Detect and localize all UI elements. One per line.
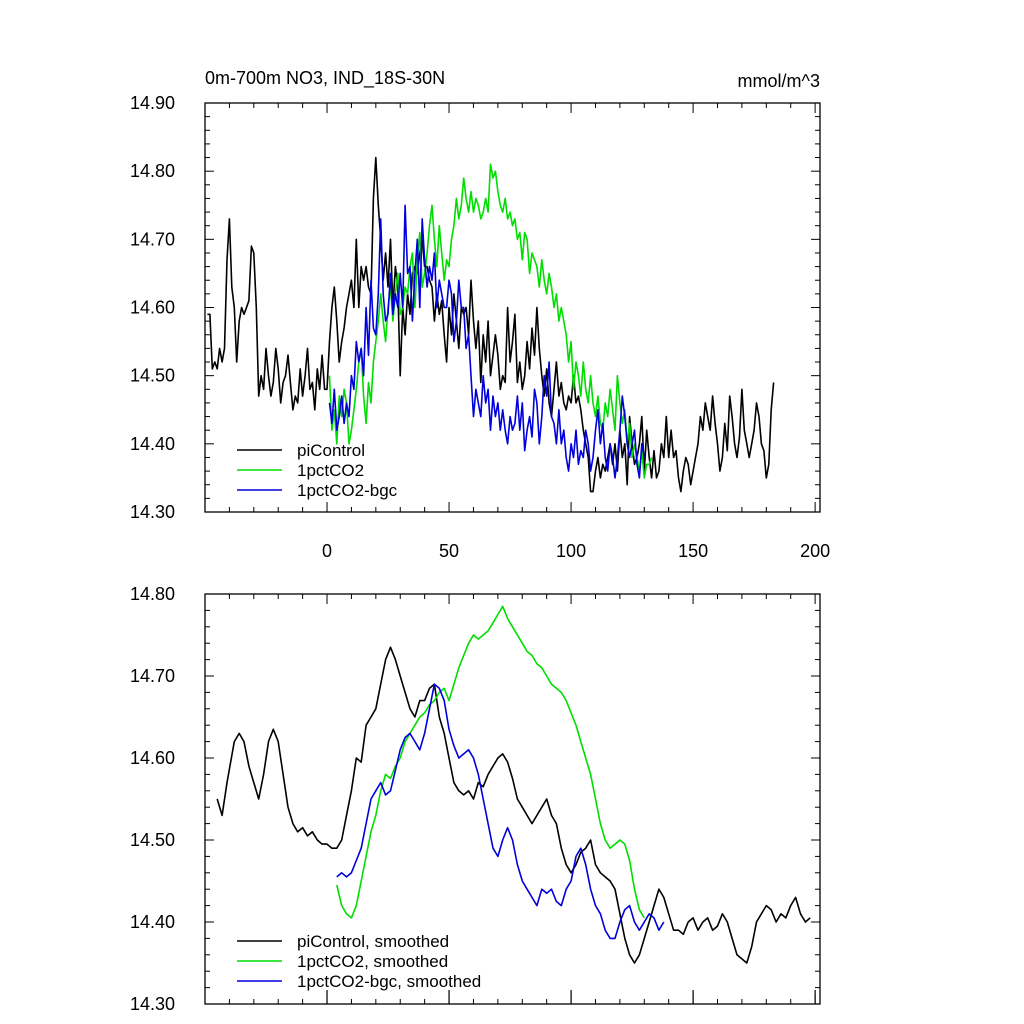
y-tick-label: 14.60 [130,298,175,318]
bottom-series-group [216,605,811,964]
legend-label: 1pctCO2, smoothed [297,952,448,971]
y-tick-label: 14.70 [130,666,175,686]
legend-label: piControl, smoothed [297,932,449,951]
x-tick-label: 200 [800,541,830,561]
y-tick-label: 14.90 [130,93,175,113]
top-series-group [207,156,775,493]
legend-label: 1pctCO2-bgc [297,481,398,500]
y-tick-label: 14.80 [130,584,175,604]
top-chart-units: mmol/m^3 [738,71,820,91]
y-tick-label: 14.80 [130,161,175,181]
y-tick-label: 14.30 [130,502,175,522]
y-tick-label: 14.50 [130,830,175,850]
top-chart-panel: 0m-700m NO3, IND_18S-30N mmol/m^3 14.301… [130,68,830,561]
legend-label: 1pctCO2-bgc, smoothed [297,972,481,991]
x-tick-label: 0 [322,541,332,561]
legend-label: 1pctCO2 [297,461,364,480]
y-tick-label: 14.70 [130,229,175,249]
x-tick-label: 50 [439,541,459,561]
bottom-ticks: 14.30 14.40 14.50 14.60 14.70 14.80 [130,584,820,1014]
y-tick-label: 14.40 [130,434,175,454]
series-line-picontrol [207,156,775,493]
y-tick-label: 14.50 [130,366,175,386]
top-chart-title: 0m-700m NO3, IND_18S-30N [205,68,445,89]
y-tick-label: 14.60 [130,748,175,768]
series-line-1pctco2-bgc [328,204,646,479]
series-line-1pctco2 [328,163,653,479]
y-tick-label: 14.40 [130,912,175,932]
y-tick-label: 14.30 [130,994,175,1014]
series-line-1pctco2-smoothed [336,605,645,919]
x-tick-label: 100 [556,541,586,561]
top-ticks: 14.30 14.40 14.50 14.60 14.70 14.80 14.90 0 50 10… [130,93,830,561]
bottom-plot-frame [204,593,821,1005]
series-line-1pctco2-bgc-smoothed [336,683,665,940]
series-line-picontrol-smoothed [216,646,811,964]
bottom-chart-panel: 14.30 14.40 14.50 14.60 14.70 14.80 piControl… [130,584,821,1014]
legend-label: piControl [297,441,365,460]
x-tick-label: 150 [678,541,708,561]
